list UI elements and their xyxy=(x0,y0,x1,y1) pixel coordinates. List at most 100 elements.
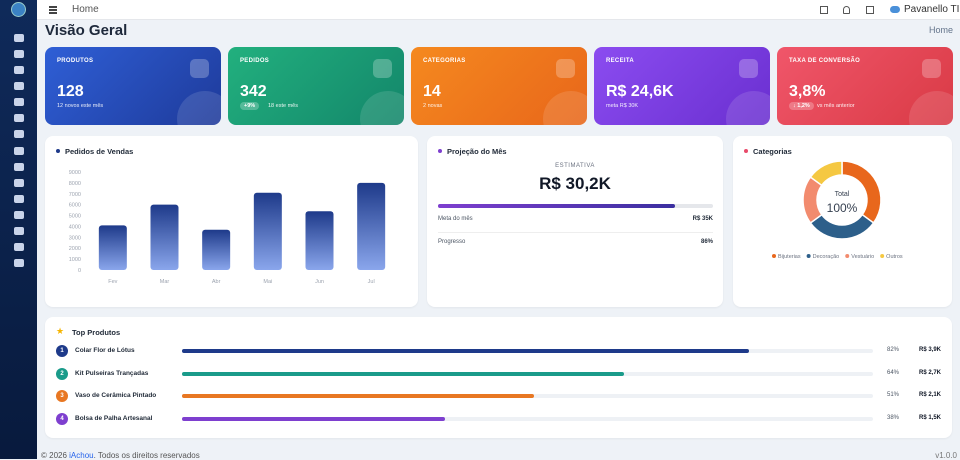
kpi-card: TAXA DE CONVERSÃO 3,8% ↓ 1,2% vs mês anteri… xyxy=(777,47,953,125)
nav-icon[interactable] xyxy=(14,259,24,267)
donut-center-title: Total xyxy=(835,191,850,198)
share-track xyxy=(182,371,873,376)
user-icon[interactable] xyxy=(890,6,900,13)
y-tick-label: 5000 xyxy=(69,214,81,220)
kpi-note: 2 novas xyxy=(423,103,443,109)
nav-icon[interactable] xyxy=(14,34,24,42)
legend-label: Bijuterias xyxy=(778,254,801,260)
y-tick-label: 7000 xyxy=(69,192,81,198)
legend-label: Vestuário xyxy=(851,254,874,260)
product-name: Vaso de Cerâmica Pintado xyxy=(75,392,157,400)
panel-title: Top Produtos xyxy=(72,328,121,337)
x-tick-label: Jun xyxy=(315,279,324,285)
nav-icon[interactable] xyxy=(14,179,24,187)
nav-icon[interactable] xyxy=(14,211,24,219)
kpi-bubble xyxy=(909,91,953,125)
kpi-label: PRODUTOS xyxy=(57,58,94,64)
nav-icon[interactable] xyxy=(14,66,24,74)
kpi-note: 18 este mês xyxy=(268,103,298,109)
kpi-badge: ↓ 1,2% xyxy=(789,102,814,110)
product-revenue: R$ 3,9K xyxy=(918,347,941,353)
nav-icon[interactable] xyxy=(14,195,24,203)
divider xyxy=(438,232,713,233)
kpi-note: vs mês anterior xyxy=(817,103,855,109)
panel-title: Categorias xyxy=(753,147,792,156)
logo[interactable] xyxy=(11,2,26,17)
panel-title: Pedidos de Vendas xyxy=(65,147,134,156)
progress-track xyxy=(438,204,713,208)
x-tick-label: Jul xyxy=(368,279,375,285)
nav-icon[interactable] xyxy=(14,114,24,122)
product-name: Bolsa de Palha Artesanal xyxy=(75,415,153,423)
bar xyxy=(202,229,231,270)
kpi-note: meta R$ 30K xyxy=(606,103,639,109)
kpi-card: CATEGORIAS 14 2 novas xyxy=(411,47,587,125)
share-bar xyxy=(182,394,535,399)
bar xyxy=(150,204,179,270)
share-label: 38% xyxy=(887,415,900,422)
projection-caption: ESTIMATIVA xyxy=(555,163,595,169)
y-tick-label: 9000 xyxy=(69,170,81,176)
calendar-icon[interactable] xyxy=(866,6,874,14)
nav-icon[interactable] xyxy=(14,50,24,58)
y-tick-label: 1000 xyxy=(69,257,81,263)
kpi-icon xyxy=(373,59,392,78)
donut-chart: Total 100% Bijuterias Decoração Vestuário Out… xyxy=(772,160,903,260)
breadcrumb[interactable]: Home xyxy=(72,4,99,15)
menu-button[interactable] xyxy=(49,6,57,8)
share-label: 51% xyxy=(887,392,900,399)
bar xyxy=(357,182,386,270)
rank-badge: 4 xyxy=(56,413,68,426)
page-breadcrumb[interactable]: Home xyxy=(928,25,953,35)
legend-swatch xyxy=(772,254,776,258)
nav-icon[interactable] xyxy=(14,147,24,155)
bell-icon[interactable] xyxy=(843,6,850,14)
nav-icon[interactable] xyxy=(14,227,24,235)
panel-title: Projeção do Mês xyxy=(447,147,507,156)
kpi-icon xyxy=(739,59,758,78)
product-revenue: R$ 1,5K xyxy=(918,415,941,422)
nav-icon[interactable] xyxy=(14,98,24,106)
donut-slice xyxy=(809,160,843,187)
donut-center-value: 100% xyxy=(827,201,858,215)
nav-icon[interactable] xyxy=(14,163,24,171)
product-revenue: R$ 2,7K xyxy=(918,369,941,376)
bar xyxy=(98,225,127,270)
title-dot xyxy=(438,149,442,153)
progress-bar xyxy=(438,204,675,208)
kpi-icon xyxy=(190,59,209,78)
kpi-label: PEDIDOS xyxy=(240,58,270,64)
kpi-bubble xyxy=(726,91,770,125)
y-tick-label: 0 xyxy=(78,268,81,274)
y-tick-label: 3000 xyxy=(69,235,81,241)
y-tick-label: 4000 xyxy=(69,224,81,230)
nav-icon[interactable] xyxy=(14,130,24,138)
page-title: Visão Geral xyxy=(45,22,128,39)
projection-value: R$ 30,2K xyxy=(539,174,611,193)
kpi-badge: +9% xyxy=(240,102,260,110)
legend-label: Decoração xyxy=(813,254,840,260)
user-name[interactable]: Pavanello TI xyxy=(904,4,960,15)
fullscreen-icon[interactable] xyxy=(820,6,828,14)
share-bar xyxy=(182,349,749,353)
brand-link[interactable]: iAchou xyxy=(69,451,94,460)
nav-icon[interactable] xyxy=(14,243,24,251)
share-bar xyxy=(182,417,445,422)
y-tick-label: 8000 xyxy=(69,181,81,187)
product-name: Kit Pulseiras Trançadas xyxy=(75,369,149,377)
rank-badge: 2 xyxy=(56,367,68,380)
kpi-value: 14 xyxy=(423,83,441,100)
share-track xyxy=(182,349,873,353)
bar xyxy=(253,192,282,270)
top-products-panel: ★ Top Produtos 1 Colar Flor de Lótus 82% R$… xyxy=(45,317,952,438)
kpi-card: RECEITA R$ 24,6K meta R$ 30K xyxy=(594,47,770,125)
kpi-value: 3,8% xyxy=(789,83,826,100)
nav-icon[interactable] xyxy=(14,82,24,90)
title-dot xyxy=(56,149,60,153)
kpi-note: 12 novos este mês xyxy=(57,103,104,109)
footer: © 2026 iAchou. Todos os direitos reserva… xyxy=(41,451,200,460)
legend-swatch xyxy=(880,254,885,258)
x-tick-label: Mar xyxy=(160,279,170,285)
